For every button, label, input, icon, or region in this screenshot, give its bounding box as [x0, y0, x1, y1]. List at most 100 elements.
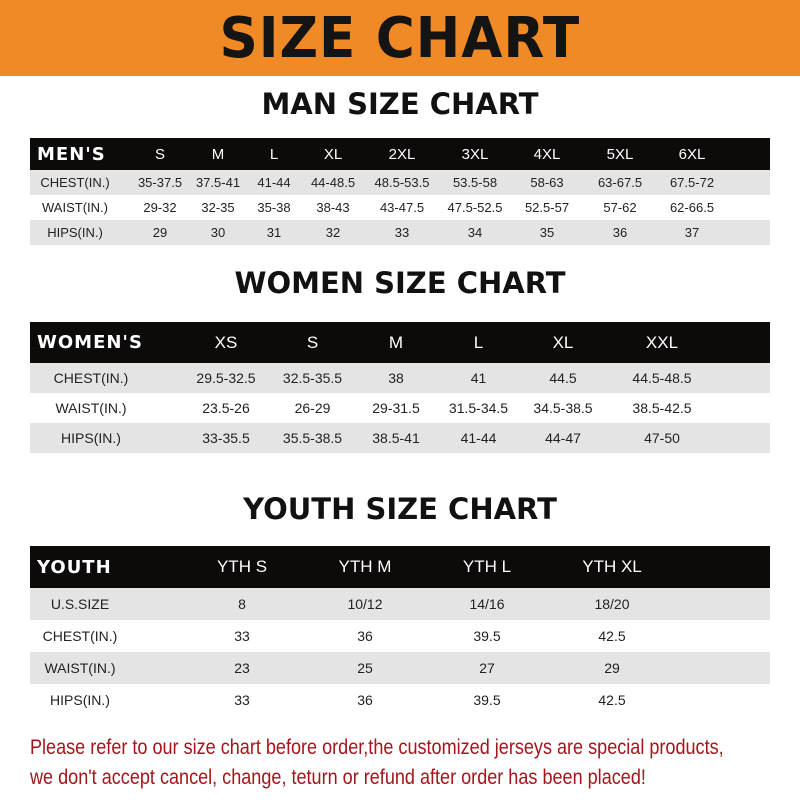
- table-cell: 42.5: [598, 692, 626, 708]
- table-cell: 41: [470, 370, 487, 386]
- table-cell: 42.5: [598, 628, 626, 644]
- table-header-row: YOUTH YTH S YTH M YTH L YTH XL: [30, 546, 770, 588]
- table-cell: 62-66.5: [669, 200, 715, 215]
- table-cell: 44.5-48.5: [632, 370, 692, 386]
- row-label: CHEST(IN.): [42, 628, 118, 644]
- table-cell: 31: [266, 225, 282, 240]
- table-cell: 36: [612, 225, 628, 240]
- size-header-cell: L: [473, 332, 484, 352]
- size-header-cell: M: [388, 332, 404, 352]
- table-cell: 23.5-26: [202, 400, 250, 416]
- table-cell: 36: [357, 692, 373, 708]
- table-cell: 41-44: [257, 175, 291, 190]
- table-title-cell: WOMEN'S: [37, 332, 143, 353]
- table-cell: 29: [152, 225, 168, 240]
- size-header-cell: 6XL: [678, 145, 706, 163]
- order-notice: Please refer to our size chart before or…: [30, 733, 724, 793]
- table-cell: 63-67.5: [597, 175, 643, 190]
- women-size-table: WOMEN'S XS S M L XL XXL CHEST(IN.) 29.5-32.5 32.5…: [30, 322, 770, 453]
- youth-section-title: YOUTH SIZE CHART: [243, 492, 557, 526]
- table-cell: 29.5-32.5: [196, 370, 256, 386]
- table-cell: 35-38: [257, 200, 291, 215]
- row-label: CHEST(IN.): [40, 175, 110, 190]
- row-label: WAIST(IN.): [55, 400, 127, 416]
- size-header-cell: XS: [214, 332, 238, 352]
- row-label: HIPS(IN.): [50, 692, 110, 708]
- table-cell: 35: [539, 225, 555, 240]
- size-header-cell: YTH XL: [582, 557, 642, 576]
- table-row: CHEST(IN.) 35-37.5 37.5-41 41-44 44-48.5 48.5…: [30, 170, 770, 195]
- table-row: HIPS(IN.) 29 30 31 32 33 34 35 36 37: [30, 220, 770, 245]
- size-header-cell: XXL: [645, 332, 679, 352]
- table-cell: 38: [388, 370, 404, 386]
- table-row: WAIST(IN.) 23.5-26 26-29 29-31.5 31.5-34.5 34…: [30, 393, 770, 423]
- table-cell: 44.5: [549, 370, 577, 386]
- table-cell: 37.5-41: [195, 175, 241, 190]
- table-cell: 67.5-72: [669, 175, 715, 190]
- table-cell: 41-44: [460, 430, 497, 446]
- size-header-cell: 2XL: [388, 145, 416, 163]
- table-cell: 30: [210, 225, 226, 240]
- table-cell: 43-47.5: [379, 200, 425, 215]
- table-cell: 18/20: [594, 596, 630, 612]
- row-label: HIPS(IN.): [61, 430, 121, 446]
- table-cell: 32-35: [201, 200, 235, 215]
- notice-line-1: Please refer to our size chart before or…: [30, 736, 724, 759]
- table-cell: 38.5-42.5: [632, 400, 692, 416]
- men-size-table: MEN'S S M L XL 2XL 3XL 4XL 5XL 6XL CHEST(IN.) 35-37…: [30, 138, 770, 245]
- size-header-cell: 4XL: [533, 145, 561, 163]
- table-row: CHEST(IN.) 33 36 39.5 42.5: [30, 620, 770, 652]
- table-cell: 34.5-38.5: [533, 400, 593, 416]
- table-row: HIPS(IN.) 33 36 39.5 42.5: [30, 684, 770, 716]
- table-cell: 32: [325, 225, 341, 240]
- table-cell: 27: [479, 660, 495, 676]
- size-header-cell: XL: [552, 332, 574, 352]
- row-label: WAIST(IN.): [42, 200, 108, 215]
- size-header-cell: L: [269, 145, 279, 163]
- table-cell: 38-43: [316, 200, 350, 215]
- table-cell: 8: [238, 596, 246, 612]
- table-cell: 52.5-57: [524, 200, 570, 215]
- table-cell: 33: [234, 692, 250, 708]
- table-header-row: MEN'S S M L XL 2XL 3XL 4XL 5XL 6XL: [30, 138, 770, 170]
- size-chart-banner: SIZE CHART: [0, 0, 800, 76]
- table-cell: 35-37.5: [137, 175, 183, 190]
- youth-size-table: YOUTH YTH S YTH M YTH L YTH XL U.S.SIZE 8 10/12…: [30, 546, 770, 716]
- table-row: WAIST(IN.) 23 25 27 29: [30, 652, 770, 684]
- table-cell: 34: [467, 225, 483, 240]
- table-cell: 39.5: [473, 628, 501, 644]
- table-cell: 57-62: [603, 200, 637, 215]
- table-header-row: WOMEN'S XS S M L XL XXL: [30, 322, 770, 363]
- table-cell: 44-48.5: [310, 175, 356, 190]
- table-row: HIPS(IN.) 33-35.5 35.5-38.5 38.5-41 41-44 44-…: [30, 423, 770, 453]
- table-cell: 33-35.5: [202, 430, 250, 446]
- table-cell: 38.5-41: [372, 430, 420, 446]
- row-label: CHEST(IN.): [53, 370, 129, 386]
- size-header-cell: M: [211, 145, 225, 163]
- row-label: U.S.SIZE: [50, 596, 110, 612]
- size-header-cell: XL: [323, 145, 343, 163]
- size-header-cell: S: [306, 332, 319, 352]
- table-cell: 47-50: [644, 430, 680, 446]
- table-cell: 58-63: [530, 175, 564, 190]
- women-section-title: WOMEN SIZE CHART: [234, 266, 566, 300]
- table-title-cell: YOUTH: [37, 556, 112, 578]
- table-cell: 23: [234, 660, 250, 676]
- notice-line-2: we don't accept cancel, change, teturn o…: [30, 766, 646, 789]
- table-cell: 26-29: [294, 400, 331, 416]
- table-cell: 53.5-58: [452, 175, 498, 190]
- row-label: WAIST(IN.): [44, 660, 116, 676]
- row-label: HIPS(IN.): [47, 225, 103, 240]
- table-row: CHEST(IN.) 29.5-32.5 32.5-35.5 38 41 44.5 44.5…: [30, 363, 770, 393]
- table-cell: 29-31.5: [372, 400, 420, 416]
- table-cell: 10/12: [347, 596, 383, 612]
- men-section-title: MAN SIZE CHART: [261, 87, 539, 121]
- size-header-cell: 3XL: [461, 145, 489, 163]
- table-cell: 37: [684, 225, 700, 240]
- size-header-cell: YTH S: [216, 557, 268, 576]
- table-cell: 35.5-38.5: [282, 430, 343, 446]
- table-row: U.S.SIZE 8 10/12 14/16 18/20: [30, 588, 770, 620]
- table-cell: 48.5-53.5: [374, 175, 430, 190]
- table-row: WAIST(IN.) 29-32 32-35 35-38 38-43 43-47.5 47.…: [30, 195, 770, 220]
- table-cell: 33: [234, 628, 250, 644]
